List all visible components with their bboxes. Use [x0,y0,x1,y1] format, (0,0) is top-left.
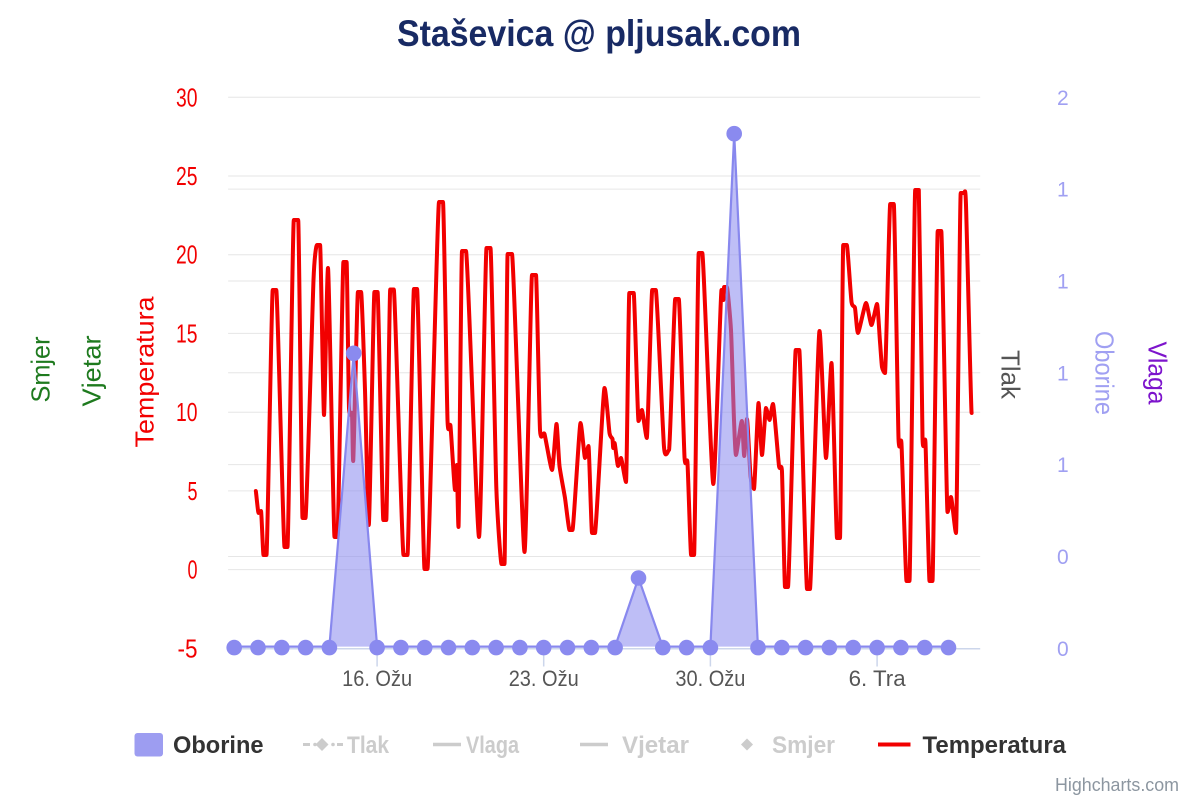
svg-text:Smjer: Smjer [26,336,56,402]
svg-text:Vjetar: Vjetar [77,335,107,406]
svg-text:1: 1 [1057,271,1069,294]
svg-text:Tlak: Tlak [347,732,390,759]
svg-text:Temperatura: Temperatura [923,732,1067,759]
svg-text:Tlak: Tlak [996,350,1026,400]
svg-text:15: 15 [176,318,198,348]
svg-text:Vjetar: Vjetar [622,732,689,759]
svg-text:Temperatura: Temperatura [130,296,160,448]
svg-text:6. Tra: 6. Tra [849,666,907,691]
svg-text:0: 0 [1057,638,1069,661]
svg-text:20: 20 [176,240,198,270]
svg-text:1: 1 [1057,362,1069,385]
svg-text:10: 10 [176,397,198,427]
svg-text:16. Ožu: 16. Ožu [342,666,412,691]
svg-text:Vlaga: Vlaga [1143,342,1173,406]
svg-text:1: 1 [1057,454,1069,477]
svg-text:23. Ožu: 23. Ožu [509,666,579,691]
svg-text:2: 2 [1057,87,1069,110]
svg-text:25: 25 [176,161,198,191]
svg-text:30. Ožu: 30. Ožu [675,666,745,691]
svg-text:Oborine: Oborine [173,732,264,759]
svg-text:Staševica @ pljusak.com: Staševica @ pljusak.com [397,13,801,54]
svg-text:0: 0 [188,555,198,585]
svg-text:0: 0 [1057,546,1069,569]
svg-text:-5: -5 [178,633,198,663]
svg-text:Oborine: Oborine [1090,331,1120,415]
svg-text:Highcharts.com: Highcharts.com [1055,775,1179,795]
svg-text:30: 30 [176,82,198,112]
svg-text:1: 1 [1057,179,1069,202]
svg-text:Smjer: Smjer [772,732,835,759]
svg-text:Vlaga: Vlaga [466,732,520,759]
svg-text:5: 5 [188,476,198,506]
